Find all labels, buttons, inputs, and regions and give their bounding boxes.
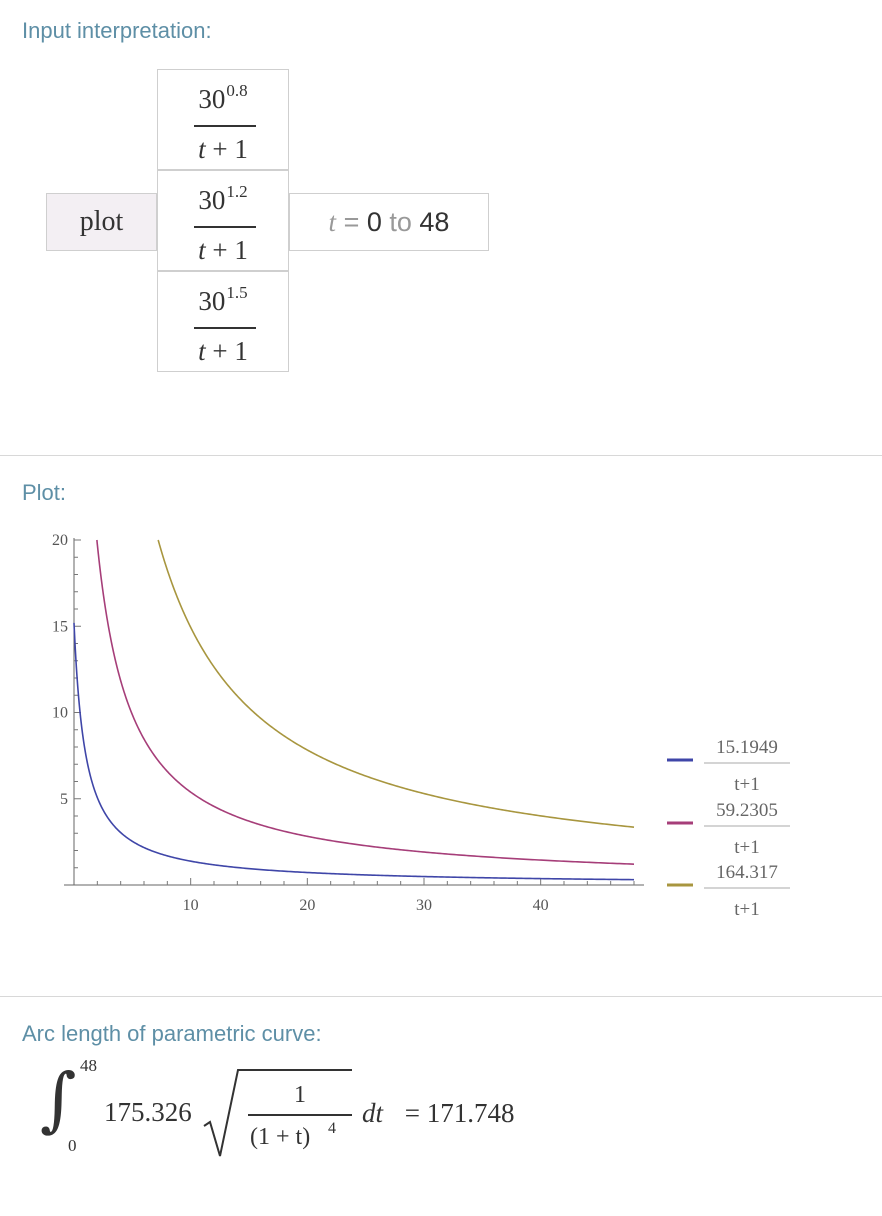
pod-divider-2: [0, 996, 882, 997]
pod-divider-1: [0, 455, 882, 456]
function-denominator-var-1: t: [198, 134, 206, 164]
legend-numerator-1: 15.1949: [716, 737, 778, 758]
function-fraction-1: 300.8 t + 1: [158, 70, 288, 169]
function-base-3: 30: [198, 286, 226, 316]
y-tick-label: 5: [60, 791, 68, 808]
function-denominator-rest-2: + 1: [205, 235, 248, 265]
plot-command-cell: plot: [46, 193, 157, 251]
range-from: 0: [366, 206, 382, 237]
chart-axes: 10 20 30 40 5 10 15 20: [52, 532, 644, 914]
function-base-1: 30: [198, 84, 226, 114]
fraction-bar-2: [194, 226, 256, 228]
input-interpretation-title: Input interpretation:: [22, 18, 212, 43]
x-tick-label: 30: [416, 897, 432, 914]
series-line-1: [73, 622, 635, 881]
x-tick-label: 20: [299, 897, 315, 914]
range-variable: t: [328, 206, 337, 237]
sqrt-fraction-bar: [248, 1114, 352, 1116]
range-equals: =: [336, 206, 367, 237]
legend-denominator-2: t+1: [734, 837, 760, 858]
function-base-2: 30: [198, 185, 226, 215]
range-to-word: to: [381, 206, 420, 237]
fraction-bar-3: [194, 327, 256, 329]
range-cell: t = 0 to 48: [289, 193, 489, 251]
function-denominator-var-3: t: [198, 336, 206, 366]
integral-upper-limit: 48: [80, 1056, 97, 1075]
plot-title: Plot:: [22, 480, 67, 505]
function-cell-1: 300.8 t + 1: [157, 69, 289, 170]
sqrt-fraction-denominator: (1 + t): [250, 1124, 311, 1150]
integrand-coefficient: 175.326: [104, 1097, 192, 1127]
y-tick-label: 15: [52, 618, 68, 635]
y-tick-label: 20: [52, 532, 68, 549]
sqrt-fraction-numerator: 1: [294, 1082, 306, 1108]
series-line-3: [157, 539, 635, 828]
function-exponent-1: 0.8: [226, 81, 248, 100]
series-line-2: [96, 539, 635, 865]
function-cell-2: 301.2 t + 1: [157, 170, 289, 271]
line-chart: 10 20 30 40 5 10 15 20 15.1949 t+1 59.2305 t+1 164.…: [52, 532, 790, 920]
arc-length-title: Arc length of parametric curve:: [22, 1021, 322, 1046]
chart-legend: 15.1949 t+1 59.2305 t+1 164.317 t+1: [667, 737, 790, 920]
integral-lower-limit: 0: [68, 1136, 77, 1155]
function-denominator-rest-1: + 1: [205, 134, 248, 164]
function-exponent-2: 1.2: [226, 182, 248, 201]
plot-command: plot: [79, 206, 124, 237]
legend-numerator-2: 59.2305: [716, 800, 778, 821]
function-fraction-2: 301.2 t + 1: [158, 171, 288, 270]
function-denominator-rest-3: + 1: [205, 336, 248, 366]
arc-length-result: = 171.748: [398, 1098, 515, 1128]
legend-denominator-3: t+1: [734, 899, 760, 920]
legend-denominator-1: t+1: [734, 774, 760, 795]
legend-numerator-3: 164.317: [716, 862, 778, 883]
function-denominator-var-2: t: [198, 235, 206, 265]
x-tick-label: 10: [183, 897, 199, 914]
x-tick-label: 40: [533, 897, 549, 914]
function-exponent-3: 1.5: [226, 283, 248, 302]
integral-sign: ∫: [40, 1058, 77, 1140]
chart-curves: [73, 539, 635, 881]
sqrt-sign: [203, 1069, 352, 1157]
differential: dt: [362, 1098, 384, 1128]
function-cell-3: 301.5 t + 1: [157, 271, 289, 372]
arc-length-formula: ∫ 48 0 175.326 1 (1 + t) 4 dt = 171.748: [36, 1056, 736, 1170]
fraction-bar-1: [194, 125, 256, 127]
y-tick-label: 10: [52, 705, 68, 722]
range-to: 48: [419, 206, 450, 237]
function-fraction-3: 301.5 t + 1: [158, 272, 288, 371]
sqrt-fraction-denominator-exponent: 4: [328, 1120, 336, 1137]
